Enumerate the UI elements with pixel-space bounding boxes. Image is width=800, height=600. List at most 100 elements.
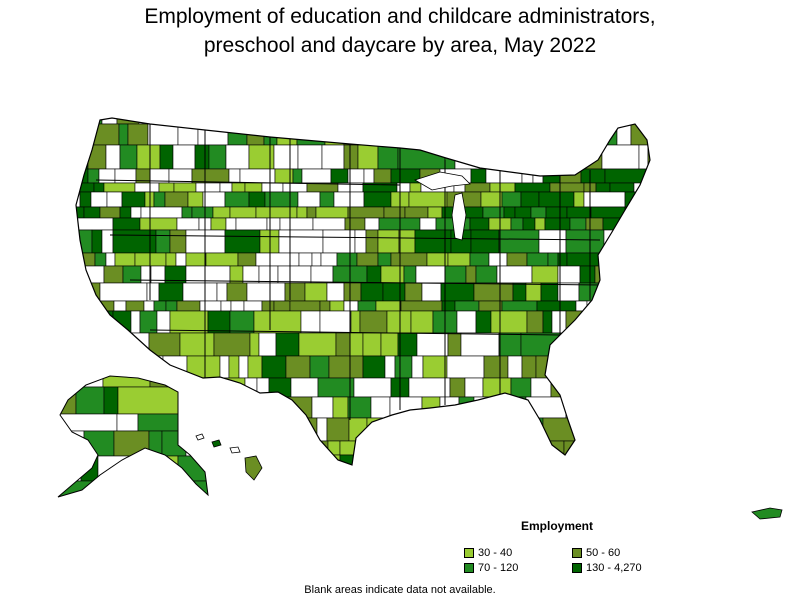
area-cell: [76, 265, 105, 284]
area-cell: [176, 300, 201, 312]
area-cell: [580, 168, 606, 184]
area-cell: [238, 355, 249, 379]
area-cell: [401, 417, 442, 442]
area-cell: [563, 440, 588, 456]
area-cell: [640, 252, 650, 267]
area-cell: [394, 355, 413, 379]
area-cell: [573, 191, 585, 208]
area-cell: [579, 396, 593, 419]
map-title-line-2: preschool and daycare by area, May 2022: [203, 34, 597, 57]
area-cell: [478, 300, 503, 312]
area-cell: [510, 217, 524, 231]
area-cell: [603, 229, 625, 254]
area-cell: [228, 355, 240, 379]
area-cell: [275, 332, 300, 357]
area-cell: [565, 118, 576, 125]
area-cell: [330, 168, 349, 184]
area-cell: [93, 332, 114, 357]
area-cell: [371, 440, 383, 456]
area-cell: [360, 282, 384, 302]
legend-item-70-120: 70 - 120: [464, 562, 518, 574]
area-cell: [474, 454, 493, 465]
area-cell: [550, 377, 580, 398]
area-cell: [448, 454, 476, 465]
area-cell: [565, 229, 605, 254]
area-cell: [538, 191, 575, 208]
area-cell: [76, 300, 84, 312]
area-cell: [380, 265, 405, 284]
area-cell: [386, 310, 412, 334]
area-cell: [639, 206, 650, 219]
area-cell: [486, 417, 510, 442]
area-cell: [279, 217, 314, 231]
area-cell: [410, 310, 434, 334]
area-cell: [224, 229, 261, 254]
area-cell: [58, 430, 72, 457]
area-cell: [292, 168, 303, 184]
area-cell: [469, 252, 490, 267]
area-cell: [339, 454, 369, 465]
area-cell: [602, 417, 628, 442]
area-cell: [614, 282, 650, 302]
area-cell: [319, 300, 331, 312]
area-cell: [114, 252, 136, 267]
area-cell: [256, 377, 270, 398]
area-cell: [647, 454, 650, 465]
area-cell: [153, 300, 167, 312]
state-boundary: [129, 279, 601, 286]
area-cell: [329, 300, 345, 312]
area-cell: [409, 182, 422, 193]
area-cell: [370, 396, 391, 419]
area-cell: [237, 252, 257, 267]
area-cell: [655, 124, 688, 145]
area-cell: [87, 144, 107, 170]
area-cell: [574, 118, 588, 125]
area-cell: [143, 300, 155, 312]
area-cell: [357, 144, 379, 170]
area-cell: [76, 332, 95, 357]
area-cell: [113, 300, 127, 312]
area-cell: [186, 355, 221, 379]
area-cell: [246, 282, 286, 302]
area-cell: [569, 217, 587, 231]
area-cell: [364, 118, 395, 125]
area-cell: [586, 440, 631, 456]
area-cell: [483, 355, 509, 379]
area-cell: [125, 355, 142, 379]
area-cell: [276, 118, 292, 125]
area-cell: [603, 377, 621, 398]
area-cell: [377, 229, 400, 254]
area-cell: [216, 417, 248, 442]
area-cell: [491, 454, 507, 465]
area-cell: [306, 206, 317, 219]
area-cell: [58, 455, 68, 482]
area-cell: [159, 118, 170, 125]
area-cell: [350, 310, 361, 334]
area-cell: [99, 300, 115, 312]
area-cell: [586, 300, 613, 312]
area-cell: [475, 265, 498, 284]
area-cell: [194, 144, 210, 170]
area-cell: [285, 355, 311, 379]
area-cell: [304, 282, 328, 302]
area-cell: [501, 300, 538, 312]
area-cell: [97, 455, 132, 482]
area-cell: [524, 454, 565, 465]
area-cell: [638, 144, 649, 170]
area-cell: [427, 206, 443, 219]
area-cell: [646, 168, 650, 184]
area-cell: [498, 118, 509, 125]
area-cell: [622, 118, 645, 125]
area-cell: [521, 168, 534, 184]
area-cell: [76, 217, 114, 231]
area-cell: [470, 168, 487, 184]
area-cell: [290, 377, 319, 398]
area-cell: [362, 355, 386, 379]
area-cell: [139, 217, 178, 231]
lake-michigan: [451, 192, 467, 241]
area-cell: [243, 300, 263, 312]
area-cell: [76, 118, 91, 125]
area-cell: [506, 252, 528, 267]
area-cell: [566, 144, 603, 170]
